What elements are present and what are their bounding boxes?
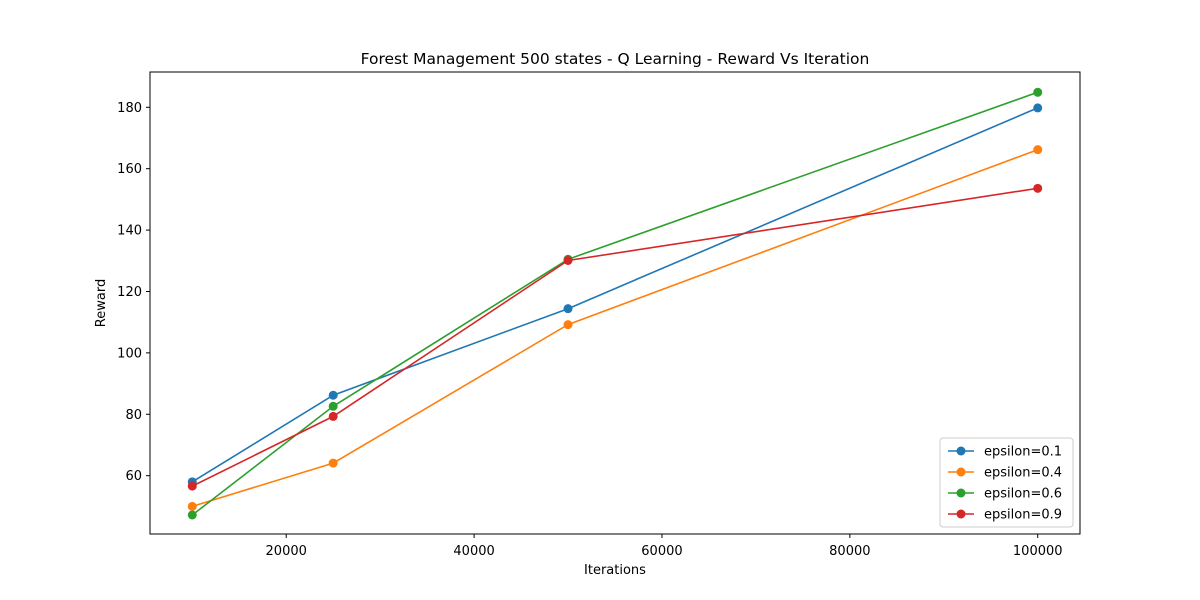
legend-marker	[956, 446, 966, 456]
y-tick-label: 180	[117, 101, 142, 116]
y-axis-label: Reward	[94, 279, 109, 327]
data-point	[1033, 87, 1043, 97]
legend-label: epsilon=0.6	[984, 487, 1062, 502]
legend-label: epsilon=0.4	[984, 466, 1062, 481]
legend-item: epsilon=0.1	[948, 445, 1062, 460]
y-tick-label: 80	[125, 408, 142, 423]
series-1	[187, 145, 1043, 511]
y-tick-label: 120	[117, 285, 142, 300]
legend-item: epsilon=0.6	[948, 487, 1062, 502]
data-point	[187, 510, 197, 520]
series-line	[191, 91, 1038, 516]
data-point	[328, 390, 338, 400]
series-3	[187, 183, 1043, 491]
data-point	[563, 320, 573, 330]
plot-area	[149, 71, 1081, 535]
legend-label: epsilon=0.1	[984, 445, 1062, 460]
series-layer	[187, 87, 1043, 520]
y-tick-label: 60	[125, 469, 142, 484]
legend-marker	[956, 509, 966, 519]
legend-marker	[956, 467, 966, 477]
x-tick-label: 40000	[453, 544, 494, 559]
legend-box	[939, 437, 1074, 528]
x-tick-label: 100000	[1013, 544, 1063, 559]
series-line	[192, 148, 1038, 508]
x-tick-label: 80000	[829, 544, 870, 559]
data-point	[328, 401, 338, 411]
legend-marker	[956, 488, 966, 498]
legend-label: epsilon=0.9	[984, 508, 1062, 523]
data-point	[563, 255, 573, 265]
x-tick-label: 20000	[266, 544, 307, 559]
data-point	[1033, 145, 1043, 155]
legend-item: epsilon=0.4	[948, 466, 1062, 481]
y-tick-label: 160	[117, 162, 142, 177]
legend: epsilon=0.1 epsilon=0.4 epsilon=0.6 epsilon…	[939, 437, 1074, 528]
y-tick-label: 140	[117, 224, 142, 239]
legend-item: epsilon=0.9	[948, 508, 1062, 523]
data-point	[187, 501, 197, 511]
x-tick-label: 60000	[641, 544, 682, 559]
y-tick-label: 100	[117, 346, 142, 361]
data-point	[187, 481, 197, 491]
data-point	[328, 411, 338, 421]
x-axis-label: Iterations	[584, 563, 646, 578]
x-axis-ticks: 20000 40000 60000 80000 100000	[266, 534, 1063, 559]
chart-title: Forest Management 500 states - Q Learnin…	[361, 50, 870, 68]
y-axis-ticks: 60 80 100 120 140 160 180	[117, 101, 150, 484]
data-point	[1033, 103, 1043, 113]
data-point	[563, 304, 573, 314]
series-line	[191, 187, 1038, 487]
series-line	[191, 107, 1039, 483]
data-point	[328, 458, 338, 468]
data-point	[1033, 183, 1043, 193]
